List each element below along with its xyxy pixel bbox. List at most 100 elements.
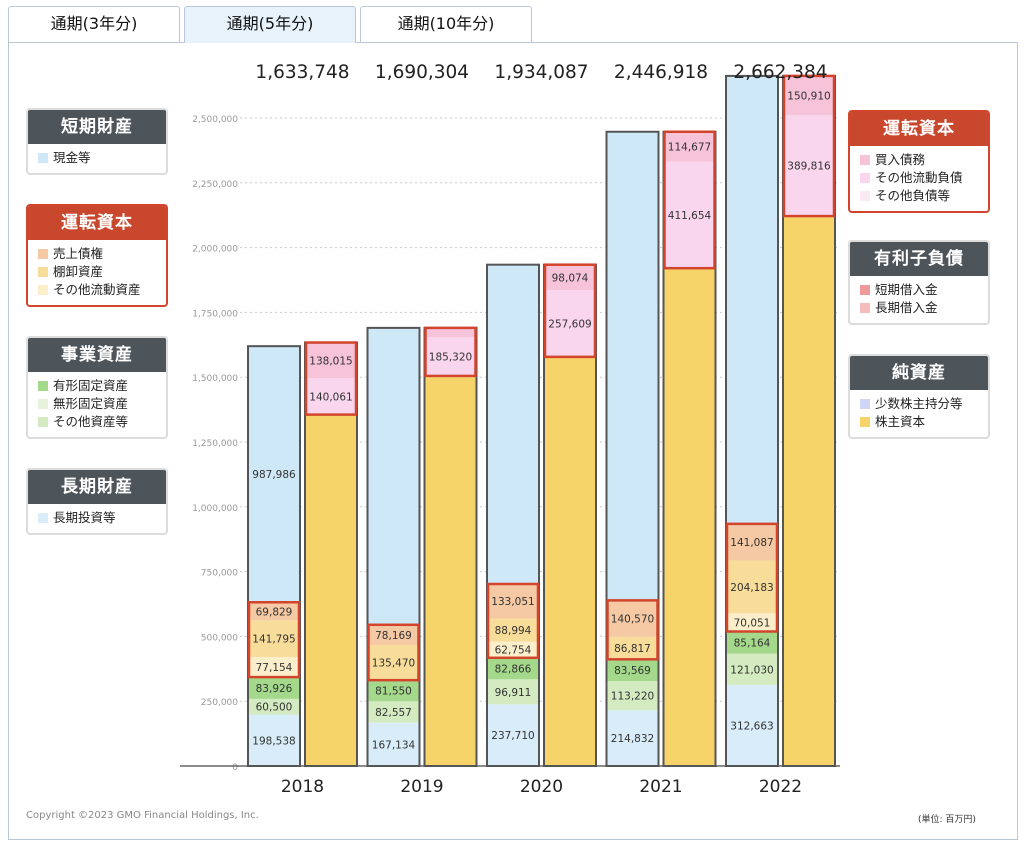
data-label: 135,470 [372,658,415,670]
working-capital-outline [543,263,597,359]
legend-item: その他流動資産 [38,281,160,299]
bar-segment [606,659,659,681]
bar-outline [605,130,660,767]
data-label: 78,169 [375,630,412,642]
legend-title: 純資産 [850,356,988,390]
bar-segment [248,677,300,699]
data-label: 257,609 [548,318,591,330]
legend-label: 株主資本 [875,414,926,429]
bar-segment [305,378,357,415]
legend-items: 有形固定資産 無形固定資産 その他資産等 [28,372,166,437]
bar-outline [725,74,779,767]
legend-item: 株主資本 [860,413,982,431]
bar-segment [248,602,300,621]
legend-label: 売上債権 [53,246,104,261]
working-capital-outline [725,522,779,633]
data-label: 214,832 [611,733,654,745]
legend-label: 長期投資等 [53,510,116,525]
tab-5-years[interactable]: 通期(5年分) [184,6,356,43]
legend-label: 長期借入金 [875,300,938,315]
data-label: 138,015 [309,355,352,367]
bar-segment [248,714,300,766]
y-tick-label: 1,750,000 [192,309,238,319]
legend-title: 短期財産 [28,110,166,144]
legend-short-term-assets: 短期財産 現金等 [26,108,168,175]
bar-segment [544,264,596,291]
legend-swatch [38,267,48,277]
data-label: 70,051 [734,617,771,629]
y-tick-label: 2,500,000 [192,115,238,125]
bar-segment [726,75,778,524]
working-capital-outline [424,326,477,378]
data-label: 114,677 [668,142,711,154]
legend-swatch [860,303,870,313]
bar-segment [663,161,716,269]
data-label: 411,654 [668,210,712,222]
data-label: 86,817 [614,643,651,655]
bar-segment [424,375,477,766]
legend-interest-bearing-debt: 有利子負債 短期借入金 長期借入金 [848,240,990,325]
data-label: 150,910 [787,90,830,102]
bar-segment [248,657,300,678]
x-tick-label: 2018 [281,777,324,797]
bar-outline [486,263,540,767]
bar-segment [663,268,716,766]
legend-items: 短期借入金 長期借入金 [850,276,988,323]
working-capital-outline [663,130,716,270]
data-label: 88,994 [495,625,532,637]
y-tick-label: 500,000 [201,633,238,643]
legend-item: 無形固定資産 [38,395,160,413]
bar-segment [606,710,659,766]
x-tick-label: 2019 [400,777,443,797]
legend-items: 買入債務 その他流動負債 その他負債等 [850,146,988,211]
legend-title: 運転資本 [850,112,988,146]
bar-segment [487,641,539,658]
legend-swatch [38,249,48,259]
legend-label: 少数株主持分等 [875,396,963,411]
bar-segment [424,327,477,338]
bar-segment [487,264,539,584]
bar-segment [783,75,835,116]
bar-segment [487,583,539,619]
legend-title: 運転資本 [28,206,166,240]
tab-10-years[interactable]: 通期(10年分) [360,6,532,42]
y-tick-label: 1,500,000 [192,374,238,384]
data-label: 77,154 [256,662,293,674]
legend-label: その他流動負債 [875,170,963,185]
legend-item: 現金等 [38,149,160,167]
legend-title: 長期財産 [28,470,166,504]
legend-swatch [860,191,870,201]
bar-segment [726,613,778,632]
x-tick-label: 2021 [639,777,682,797]
legend-title: 有利子負債 [850,242,988,276]
data-label: 83,569 [614,665,651,677]
legend-items: 現金等 [28,144,166,173]
bar-segment [367,722,420,766]
bar-segment [305,342,357,379]
legend-label: その他流動資産 [53,282,141,297]
data-label: 389,816 [787,161,831,173]
legend-long-term-assets: 長期財産 長期投資等 [26,468,168,535]
data-label: 62,754 [495,645,532,657]
bar-segment [606,680,659,711]
data-label: 83,926 [256,683,293,695]
bar-segment [544,356,596,766]
legend-swatch [38,399,48,409]
copyright-text: Copyright ©2023 GMO Financial Holdings, … [26,810,259,821]
legend-items: 売上債権 棚卸資産 その他流動資産 [28,240,166,305]
tab-3-years[interactable]: 通期(3年分) [8,6,180,42]
y-tick-label: 250,000 [201,698,238,708]
legend-label: 買入債務 [875,152,926,167]
legend-label: 短期借入金 [875,282,938,297]
data-label: 140,061 [309,391,352,403]
bar-segment [424,337,477,376]
legend-swatch [38,417,48,427]
bar-segment [305,414,357,766]
bar-segment [726,653,778,685]
total-label: 1,690,304 [375,62,469,83]
data-label: 69,829 [256,606,293,618]
bar-segment [487,618,539,642]
working-capital-outline [782,74,836,218]
y-tick-label: 750,000 [201,569,238,579]
bar-segment [487,657,539,680]
